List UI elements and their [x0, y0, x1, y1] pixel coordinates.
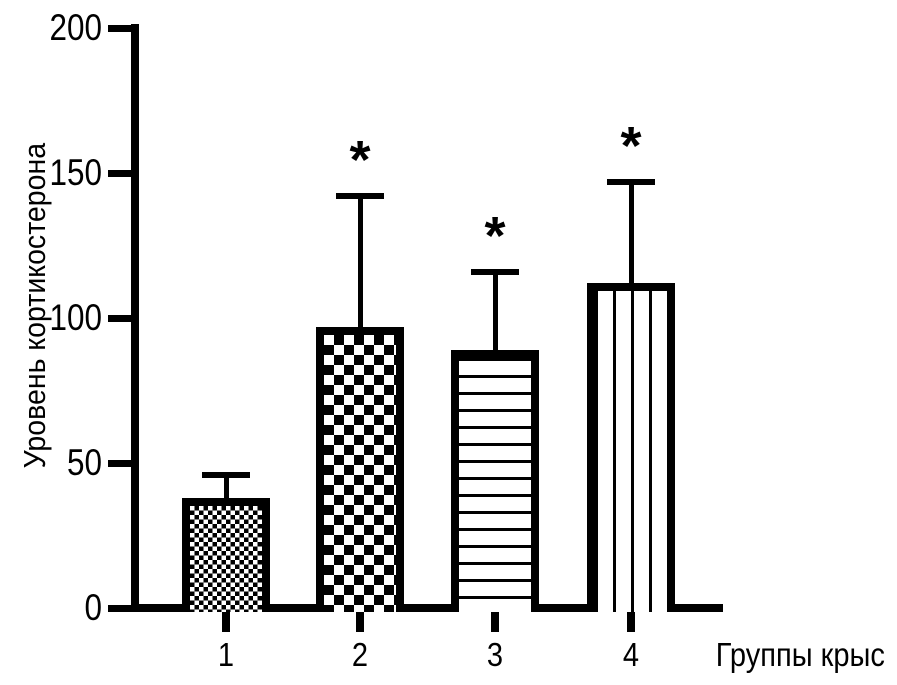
bar-group-3: [451, 349, 539, 612]
y-tick-150: [108, 169, 131, 177]
error-bar-cap-2: [336, 193, 384, 200]
y-tick-50: [108, 459, 131, 467]
y-tick-label-100: 100: [49, 297, 102, 338]
error-bar-stem-4: [628, 181, 634, 289]
x-tick-label-1: 1: [217, 636, 235, 673]
error-bar-cap-1: [202, 471, 250, 478]
x-tick-1: [222, 612, 230, 632]
x-tick-label-4: 4: [622, 636, 640, 673]
error-bar-cap-4: [607, 178, 655, 185]
bar-group-2: [316, 326, 404, 612]
significance-asterisk-4: *: [620, 115, 642, 176]
y-axis-line: [131, 24, 139, 612]
y-tick-200: [108, 24, 131, 32]
x-tick-2: [356, 612, 364, 632]
x-tick-label-3: 3: [486, 636, 504, 673]
x-axis-title: Группы крыс: [715, 636, 885, 673]
y-tick-100: [108, 314, 131, 322]
y-tick-label-200: 200: [49, 7, 102, 48]
x-axis-line: [131, 604, 723, 612]
y-tick-label-150: 150: [49, 152, 102, 193]
error-bar-cap-3: [471, 268, 519, 275]
error-bar-stem-3: [492, 271, 498, 355]
error-bar-stem-1: [223, 474, 229, 503]
significance-asterisk-3: *: [484, 205, 506, 266]
bar-group-4: [587, 283, 675, 612]
y-tick-label-50: 50: [67, 442, 102, 483]
y-tick-0: [108, 604, 131, 612]
x-tick-4: [627, 612, 635, 632]
significance-asterisk-2: *: [349, 130, 371, 191]
y-tick-label-0: 0: [84, 587, 102, 628]
bar-group-1: [182, 497, 270, 612]
error-bar-stem-2: [357, 196, 363, 332]
x-tick-label-2: 2: [351, 636, 369, 673]
x-tick-3: [491, 612, 499, 632]
